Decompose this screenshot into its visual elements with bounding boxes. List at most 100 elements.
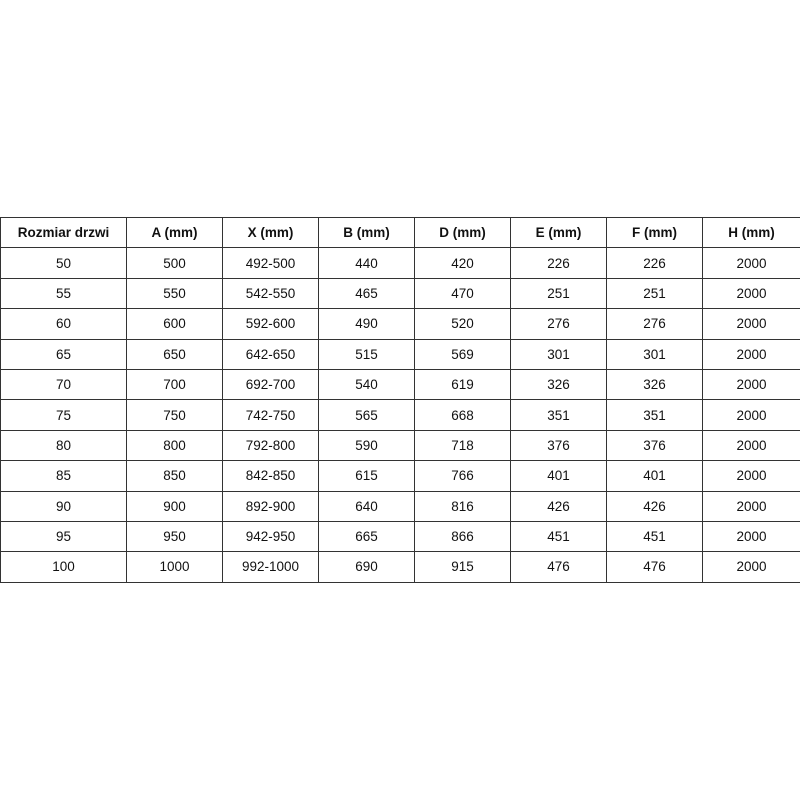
table-cell: 542-550 (222, 277, 319, 310)
table-cell: 520 (414, 308, 511, 340)
table-cell: 476 (510, 551, 607, 583)
table-cell: 565 (318, 399, 415, 431)
table-cell: 915 (414, 551, 511, 583)
table-cell: 619 (414, 368, 511, 401)
column-header: F (mm) (606, 216, 703, 249)
table-cell: 2000 (702, 338, 800, 370)
table-cell: 226 (510, 247, 607, 279)
table-cell: 326 (606, 368, 703, 401)
table-cell: 590 (318, 429, 415, 462)
table-cell: 690 (318, 551, 415, 583)
table-row: 80 800 792-800 590 718 376 376 2000 (0, 429, 800, 462)
table-cell: 600 (126, 308, 223, 340)
table-cell: 866 (414, 520, 511, 553)
door-size-table: Rozmiar drzwi A (mm) X (mm) B (mm) D (mm) E (… (0, 216, 800, 583)
table-cell: 70 (0, 368, 127, 401)
table-row: 100 1000 992-1000 690 915 476 476 2000 (0, 551, 800, 583)
header-row: Rozmiar drzwi A (mm) X (mm) B (mm) D (mm) E (… (0, 216, 800, 249)
table-cell: 569 (414, 338, 511, 370)
table-row: 95 950 942-950 665 866 451 451 2000 (0, 520, 800, 553)
table-cell: 665 (318, 520, 415, 553)
table-cell: 742-750 (222, 399, 319, 431)
table-cell: 2000 (702, 460, 800, 492)
table-cell: 692-700 (222, 368, 319, 401)
table-cell: 850 (126, 460, 223, 492)
table-cell: 766 (414, 460, 511, 492)
table-cell: 950 (126, 520, 223, 553)
table-row: 55 550 542-550 465 470 251 251 2000 (0, 277, 800, 310)
table-cell: 892-900 (222, 490, 319, 522)
table-cell: 492-500 (222, 247, 319, 279)
table-cell: 2000 (702, 308, 800, 340)
table-cell: 816 (414, 490, 511, 522)
table-cell: 276 (606, 308, 703, 340)
table-cell: 276 (510, 308, 607, 340)
table-cell: 642-650 (222, 338, 319, 370)
table-cell: 2000 (702, 551, 800, 583)
column-header: H (mm) (702, 216, 800, 249)
column-header: Rozmiar drzwi (0, 216, 127, 249)
table-cell: 401 (606, 460, 703, 492)
table-cell: 1000 (126, 551, 223, 583)
column-header: A (mm) (126, 216, 223, 249)
table-cell: 2000 (702, 277, 800, 310)
table-cell: 100 (0, 551, 127, 583)
table-cell: 226 (606, 247, 703, 279)
table-cell: 351 (510, 399, 607, 431)
table-cell: 426 (606, 490, 703, 522)
table-cell: 992-1000 (222, 551, 319, 583)
table-cell: 95 (0, 520, 127, 553)
table-cell: 85 (0, 460, 127, 492)
table-cell: 50 (0, 247, 127, 279)
table-cell: 326 (510, 368, 607, 401)
table-cell: 640 (318, 490, 415, 522)
table-cell: 942-950 (222, 520, 319, 553)
table-cell: 75 (0, 399, 127, 431)
table-cell: 426 (510, 490, 607, 522)
table-row: 90 900 892-900 640 816 426 426 2000 (0, 490, 800, 522)
column-header: B (mm) (318, 216, 415, 249)
table-row: 65 650 642-650 515 569 301 301 2000 (0, 338, 800, 370)
table-cell: 401 (510, 460, 607, 492)
table-cell: 90 (0, 490, 127, 522)
table-cell: 668 (414, 399, 511, 431)
table-cell: 476 (606, 551, 703, 583)
table-cell: 376 (606, 429, 703, 462)
table-cell: 440 (318, 247, 415, 279)
table-row: 75 750 742-750 565 668 351 351 2000 (0, 399, 800, 431)
table-cell: 251 (510, 277, 607, 310)
table-cell: 2000 (702, 490, 800, 522)
table-cell: 550 (126, 277, 223, 310)
table-row: 70 700 692-700 540 619 326 326 2000 (0, 368, 800, 401)
table-cell: 55 (0, 277, 127, 310)
table-cell: 650 (126, 338, 223, 370)
table-cell: 718 (414, 429, 511, 462)
table-cell: 301 (606, 338, 703, 370)
table-cell: 515 (318, 338, 415, 370)
table-cell: 420 (414, 247, 511, 279)
table-cell: 465 (318, 277, 415, 310)
table-row: 60 600 592-600 490 520 276 276 2000 (0, 308, 800, 340)
table-cell: 842-850 (222, 460, 319, 492)
column-header: E (mm) (510, 216, 607, 249)
table-cell: 792-800 (222, 429, 319, 462)
table-cell: 2000 (702, 399, 800, 431)
table-cell: 800 (126, 429, 223, 462)
table-cell: 700 (126, 368, 223, 401)
table-cell: 376 (510, 429, 607, 462)
table-cell: 451 (606, 520, 703, 553)
table-cell: 2000 (702, 429, 800, 462)
table-cell: 470 (414, 277, 511, 310)
table-cell: 2000 (702, 247, 800, 279)
table-row: 50 500 492-500 440 420 226 226 2000 (0, 247, 800, 279)
table-cell: 615 (318, 460, 415, 492)
table-cell: 251 (606, 277, 703, 310)
table-cell: 750 (126, 399, 223, 431)
table-cell: 540 (318, 368, 415, 401)
table-cell: 2000 (702, 520, 800, 553)
table-cell: 351 (606, 399, 703, 431)
column-header: D (mm) (414, 216, 511, 249)
table-cell: 900 (126, 490, 223, 522)
table-cell: 80 (0, 429, 127, 462)
table-cell: 2000 (702, 368, 800, 401)
